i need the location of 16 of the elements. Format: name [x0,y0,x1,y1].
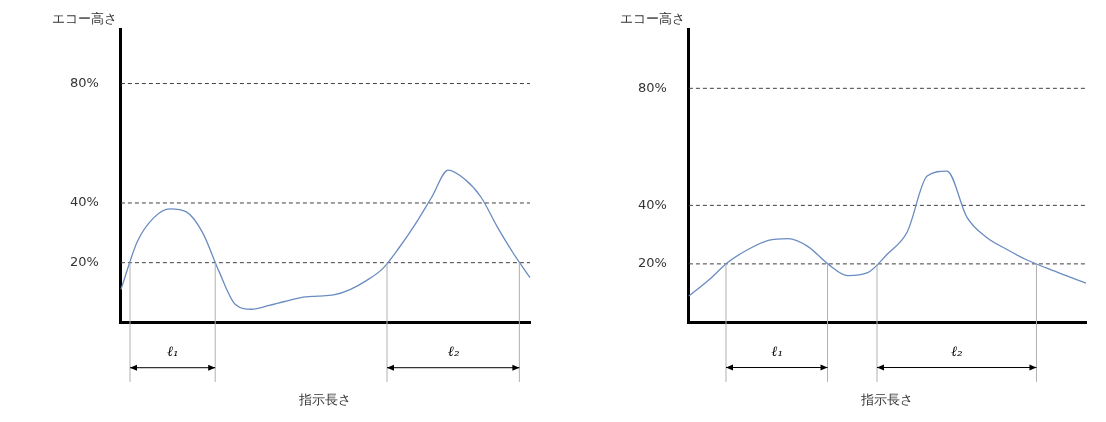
y-tick-label: 40% [637,196,667,212]
y-tick-label: 40% [69,194,99,210]
text: ℓ₁ [167,343,179,361]
y-tick-label: 20% [637,255,667,271]
text: ℓ₁ [771,343,784,361]
y-tick-label: 80% [69,74,99,90]
x-axis-title: 指示長さ [298,391,352,407]
line-series [688,170,1087,297]
x-axis-title: 指示長さ [860,391,914,407]
y-axis-title: エコー高さ [51,9,117,28]
y-tick-label: 80% [637,79,667,95]
text: ℓ₂ [951,343,963,361]
y-axis-title: エコー高さ [619,9,685,28]
text: ℓ₂ [448,343,460,361]
line-series [120,169,531,310]
y-tick-label: 20% [69,254,99,270]
